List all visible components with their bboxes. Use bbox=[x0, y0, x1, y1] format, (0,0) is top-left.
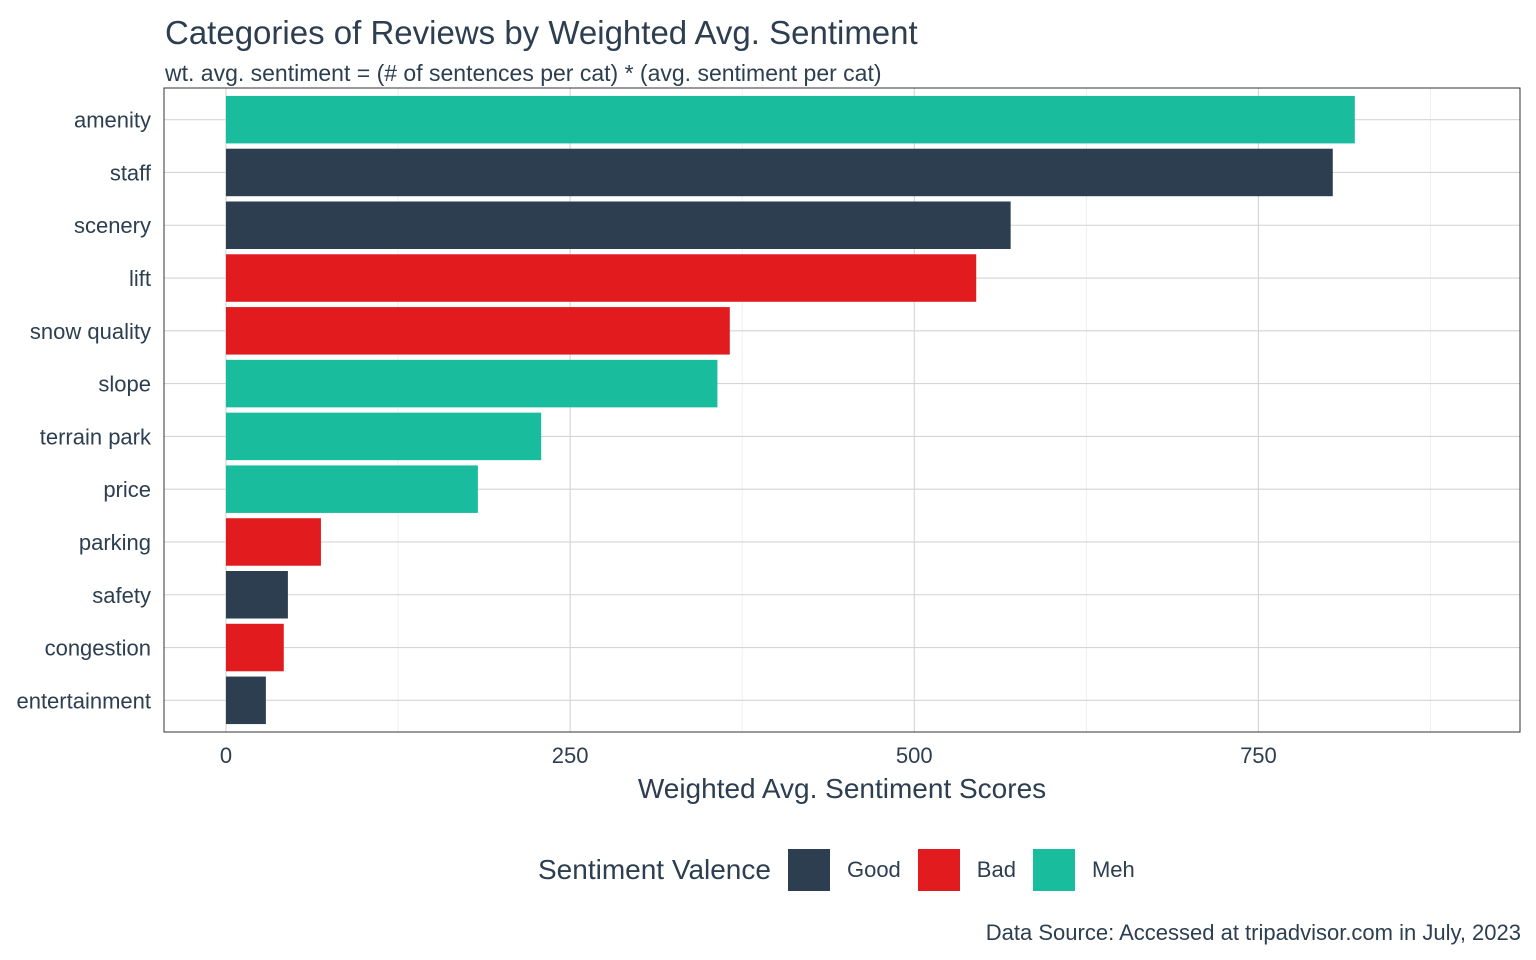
x-tick-label: 0 bbox=[220, 743, 232, 768]
bar-snow-quality bbox=[225, 307, 730, 355]
bar-terrain-park bbox=[225, 412, 542, 461]
bar-amenity bbox=[225, 95, 1355, 144]
plot-panel-border bbox=[163, 87, 1521, 733]
bar-scenery bbox=[225, 201, 1011, 249]
y-tick-label-amenity: amenity bbox=[74, 108, 151, 133]
bar-congestion bbox=[225, 623, 284, 672]
chart-title: Categories of Reviews by Weighted Avg. S… bbox=[165, 14, 918, 51]
legend-label-good: Good bbox=[846, 857, 901, 882]
y-tick-label-price: price bbox=[103, 477, 151, 502]
y-tick-label-snow-quality: snow quality bbox=[30, 319, 151, 344]
bar-parking bbox=[225, 518, 321, 566]
y-tick-label-staff: staff bbox=[110, 160, 152, 185]
x-tick-label: 750 bbox=[1240, 743, 1277, 768]
y-tick-label-scenery: scenery bbox=[74, 213, 151, 238]
x-tick-label: 250 bbox=[552, 743, 589, 768]
legend-item-bad: Bad bbox=[917, 849, 1016, 891]
y-tick-label-terrain-park: terrain park bbox=[40, 424, 152, 449]
legend-swatch-good bbox=[787, 849, 830, 891]
legend-label-meh: Meh bbox=[1091, 857, 1135, 882]
x-tick-labels: 0 250 500 750 bbox=[220, 743, 1277, 768]
legend: Sentiment Valence Good Bad Meh bbox=[538, 848, 1152, 892]
y-tick-labels: amenity staff scenery lift snow quality slope… bbox=[16, 108, 152, 714]
legend-swatch-meh bbox=[1032, 849, 1075, 891]
y-tick-label-safety: safety bbox=[92, 583, 151, 608]
bars bbox=[225, 95, 1355, 725]
y-tick-label-congestion: congestion bbox=[45, 636, 151, 661]
bar-entertainment bbox=[225, 676, 266, 725]
caption: Data Source: Accessed at tripadvisor.com… bbox=[985, 920, 1521, 945]
chart-subtitle: wt. avg. sentiment = (# of sentences per… bbox=[165, 60, 882, 86]
bar-lift bbox=[225, 254, 977, 302]
y-tick-label-lift: lift bbox=[129, 266, 151, 291]
legend-label-bad: Bad bbox=[976, 857, 1016, 882]
legend-title: Sentiment Valence bbox=[538, 854, 771, 885]
legend-swatch-bad bbox=[917, 849, 960, 891]
y-tick-label-parking: parking bbox=[79, 530, 151, 555]
y-tick-label-slope: slope bbox=[98, 372, 151, 397]
bar-price bbox=[225, 465, 478, 513]
bar-slope bbox=[225, 359, 718, 408]
y-tick-label-entertainment: entertainment bbox=[16, 688, 151, 713]
legend-item-meh: Meh bbox=[1032, 849, 1135, 891]
bar-staff bbox=[225, 148, 1333, 197]
x-axis-title: Weighted Avg. Sentiment Scores bbox=[638, 773, 1046, 804]
bar-safety bbox=[225, 571, 288, 619]
x-tick-label: 500 bbox=[896, 743, 933, 768]
legend-item-good: Good bbox=[787, 849, 901, 891]
